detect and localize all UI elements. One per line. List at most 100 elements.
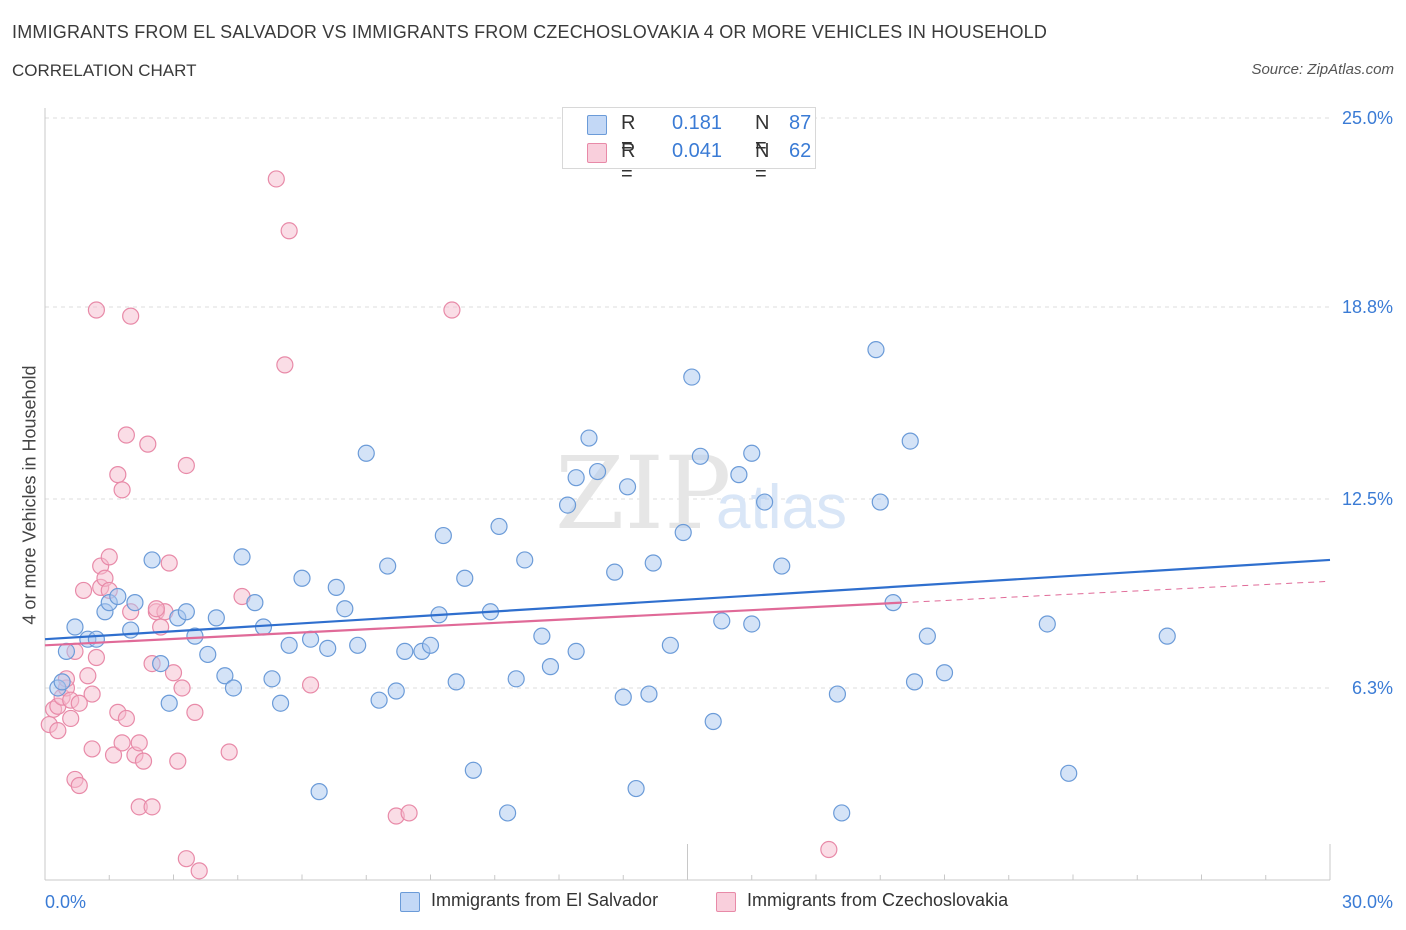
n-value: 87 <box>789 112 812 134</box>
r-value: 0.181 <box>671 112 723 134</box>
el-salvador-point <box>743 615 761 633</box>
el-salvador-point <box>263 670 281 688</box>
czechoslovakia-point <box>267 170 285 188</box>
source-label: Source: ZipAtlas.com <box>1251 61 1394 78</box>
el-salvador-point <box>126 594 144 612</box>
el-salvador-point <box>640 685 658 703</box>
el-salvador-point <box>177 603 195 621</box>
el-salvador-point <box>918 627 936 645</box>
el-salvador-point <box>327 578 345 596</box>
el-salvador-point <box>627 779 645 798</box>
czechoslovakia-point <box>143 798 161 816</box>
el-salvador-point <box>349 636 367 654</box>
el-salvador-point <box>53 673 71 691</box>
czechoslovakia-point <box>117 709 135 728</box>
el-salvador-point <box>661 636 679 654</box>
czechoslovakia-point <box>164 664 183 682</box>
el-salvador-point <box>935 664 954 682</box>
czechoslovakia-point <box>186 703 204 721</box>
czechoslovakia-point <box>177 850 195 868</box>
el-salvador-point <box>109 587 127 606</box>
czechoslovakia-point <box>104 746 123 764</box>
czechoslovakia-point <box>130 734 148 752</box>
czechoslovakia-point <box>87 648 106 667</box>
czechoslovakia-point <box>87 301 106 319</box>
el-salvador-point <box>396 642 414 661</box>
el-salvador-point <box>357 444 375 462</box>
czechoslovakia-point <box>443 301 461 319</box>
czechoslovakia-point <box>113 481 131 499</box>
el-salvador-point <box>271 694 290 712</box>
y-tick-label: 18.8% <box>1342 297 1393 317</box>
el-salvador-point <box>152 654 170 673</box>
czechoslovakia-point <box>190 862 208 880</box>
el-salvador-point <box>606 563 624 581</box>
czechoslovakia-point <box>49 722 67 740</box>
czechoslovakia-point <box>177 456 195 475</box>
czechoslovakia-point <box>122 307 140 325</box>
r-label: R = <box>621 112 636 157</box>
czechoslovakia-point <box>83 740 101 758</box>
el-salvador-point <box>683 368 701 386</box>
n-label: N = <box>755 140 770 185</box>
axes <box>44 108 1331 881</box>
el-salvador-point <box>743 444 761 462</box>
el-salvador-point <box>379 557 397 575</box>
legend-label: Immigrants from El Salvador <box>431 890 659 910</box>
czechoslovakia-point <box>109 466 127 484</box>
el-salvador-point <box>618 478 637 496</box>
n-value: 62 <box>789 140 812 162</box>
y-tick-label: 6.3% <box>1352 678 1393 698</box>
x-tick-label-min: 0.0% <box>45 892 86 912</box>
el-salvador-point <box>507 670 525 688</box>
legend-swatch-pink <box>587 143 607 163</box>
el-salvador-point <box>143 551 161 569</box>
el-salvador-point <box>216 667 234 685</box>
czechoslovakia-point <box>276 356 294 374</box>
el-salvador-point <box>447 673 465 691</box>
el-salvador-point <box>588 462 607 481</box>
trend-lines <box>44 558 1331 647</box>
czechoslovakia-point <box>74 581 93 600</box>
el-salvador-point <box>66 618 84 636</box>
el-salvador-point <box>122 621 140 639</box>
czechoslovakia-point <box>173 679 191 697</box>
czechoslovakia-point <box>147 600 165 618</box>
tick-labels: 6.3% 12.5% 18.8% 25.0% 0.0% 30.0% <box>45 108 1393 912</box>
czechoslovakia-point <box>100 548 118 566</box>
czechoslovakia-point <box>169 752 187 770</box>
czechoslovakia-point <box>70 694 88 712</box>
legend-swatch-blue <box>400 892 420 912</box>
czechoslovakia-point <box>113 734 131 752</box>
series-el-salvador-points <box>49 341 1176 822</box>
r-label: R = <box>621 140 636 185</box>
czechoslovakia-trend-line <box>44 601 902 647</box>
el-salvador-point <box>730 466 748 484</box>
el-salvador-point <box>867 341 885 359</box>
el-salvador-point <box>516 551 534 569</box>
czechoslovakia-point <box>160 554 178 572</box>
czechoslovakia-point <box>220 743 238 761</box>
czechoslovakia-point <box>280 222 298 240</box>
watermark-atlas: atlas <box>716 473 847 542</box>
czechoslovakia-point <box>79 667 97 685</box>
el-salvador-point <box>901 432 919 450</box>
el-salvador-point <box>674 523 692 542</box>
czechoslovakia-point <box>301 676 320 694</box>
el-salvador-point <box>160 694 178 712</box>
czechoslovakia-point <box>139 435 157 453</box>
el-salvador-point <box>567 469 585 487</box>
series-czechoslovakia-points <box>40 170 838 880</box>
el-salvador-point <box>833 804 851 822</box>
el-salvador-point <box>490 517 508 536</box>
el-salvador-point <box>319 639 337 657</box>
y-tick-label: 12.5% <box>1342 489 1393 509</box>
legend-label: Immigrants from Czechoslovakia <box>747 890 1009 910</box>
el-salvador-point <box>580 429 598 447</box>
el-salvador-point <box>567 642 585 661</box>
el-salvador-point <box>773 557 791 575</box>
el-salvador-point <box>644 554 662 572</box>
el-salvador-point <box>421 636 440 654</box>
czechoslovakia-point <box>62 709 80 728</box>
el-salvador-point <box>871 493 889 511</box>
